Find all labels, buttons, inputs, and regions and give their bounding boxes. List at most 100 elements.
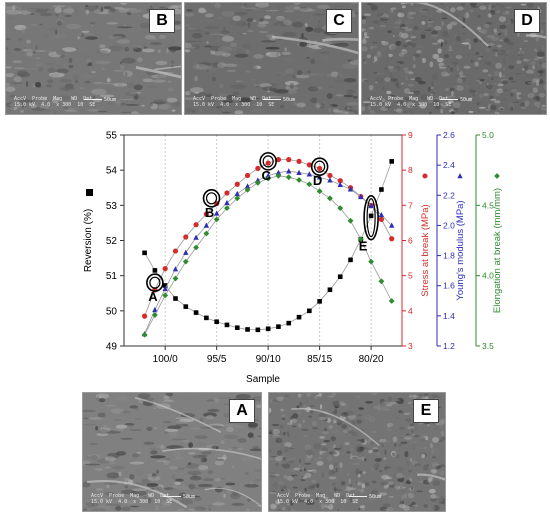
data-point-youngs <box>389 222 395 228</box>
axis-label-youngs: Young's modulus (MPa) <box>455 200 466 300</box>
axis-label-stress: Stress at break (MPa) <box>420 204 431 296</box>
sem-texture <box>83 393 261 511</box>
tick-label-youngs: 1.8 <box>443 251 455 261</box>
data-point-stress <box>234 181 240 187</box>
tick-label-stress: 3 <box>408 341 413 351</box>
tick-label-reversion: 55 <box>106 131 118 142</box>
data-point-reversion <box>224 322 230 328</box>
data-point-youngs <box>172 266 179 272</box>
tick-label-x: 90/10 <box>256 354 281 365</box>
tick-label-stress: 7 <box>408 200 413 210</box>
scalebar-label-b: 50um <box>104 97 117 103</box>
data-point-elongation <box>162 292 169 299</box>
data-point-elongation <box>296 177 302 183</box>
data-point-reversion <box>152 268 158 273</box>
data-point-youngs <box>213 210 220 216</box>
data-point-stress <box>389 236 395 242</box>
data-point-stress <box>203 211 209 217</box>
annotation-label-a: A <box>148 289 158 304</box>
annotation-ring-inner-e <box>366 198 376 238</box>
data-point-reversion <box>162 283 168 288</box>
tick-label-elongation: 4.5 <box>482 200 494 210</box>
data-point-reversion <box>286 320 292 326</box>
data-point-stress <box>255 165 261 172</box>
data-point-youngs <box>286 168 292 174</box>
data-point-elongation <box>213 216 220 223</box>
data-point-elongation <box>265 175 272 182</box>
tick-label-stress: 4 <box>408 306 413 316</box>
axis-label-reversion: Reversion (%) <box>83 209 94 272</box>
data-point-elongation <box>275 172 282 179</box>
panel-label-a: A <box>229 399 255 423</box>
data-point-elongation <box>234 195 241 202</box>
data-point-reversion <box>204 315 209 321</box>
sem-databar-e: AccV Probe Mag WD Det 15.0 kV 4.0 x 300 … <box>277 493 359 505</box>
tick-label-reversion: 53 <box>106 201 118 212</box>
data-point-reversion <box>183 304 189 309</box>
axis-marker-elongation <box>494 173 500 179</box>
data-point-elongation <box>182 258 189 265</box>
sem-panel-c: C AccV Probe Mag WD Det 15.0 kV 4.0 x 30… <box>184 2 359 115</box>
data-point-reversion <box>296 314 302 320</box>
tick-label-reversion: 52 <box>106 236 118 247</box>
data-point-stress <box>286 157 292 163</box>
data-point-elongation <box>306 181 313 188</box>
data-point-stress <box>172 248 179 254</box>
sem-panel-d: D AccV Probe Mag WD Det 15.0 kV 4.0 x 30… <box>361 2 547 115</box>
sem-panel-b: B AccV Probe Mag WD Det 15.0 kV 4.0 x 30… <box>5 2 182 115</box>
data-point-youngs <box>316 174 323 180</box>
data-point-youngs <box>183 249 189 255</box>
panel-label-e: E <box>413 399 439 423</box>
tick-label-youngs: 1.4 <box>443 311 455 321</box>
data-point-elongation <box>327 195 333 202</box>
data-point-youngs <box>368 202 374 209</box>
data-point-stress <box>275 157 282 163</box>
tick-label-reversion: 54 <box>106 166 118 177</box>
data-point-elongation <box>285 174 292 181</box>
data-point-youngs <box>224 199 230 206</box>
tick-label-reversion: 49 <box>106 342 118 353</box>
data-point-reversion <box>142 250 147 256</box>
data-point-youngs <box>358 193 364 200</box>
tick-label-elongation: 4.0 <box>482 271 494 281</box>
data-point-stress <box>183 234 189 240</box>
data-point-youngs <box>327 177 333 183</box>
data-point-elongation <box>151 312 158 318</box>
axis-marker-youngs <box>457 173 463 179</box>
data-point-elongation <box>193 244 199 251</box>
data-point-elongation <box>141 331 148 338</box>
data-point-youngs <box>255 177 261 183</box>
data-point-reversion <box>214 319 219 325</box>
tick-label-youngs: 2.6 <box>443 130 455 140</box>
data-point-youngs <box>203 222 210 228</box>
data-point-elongation <box>254 179 261 186</box>
data-point-youngs <box>296 169 302 175</box>
data-point-youngs <box>275 169 282 175</box>
tick-label-youngs: 2.2 <box>443 190 455 200</box>
data-point-youngs <box>347 186 354 192</box>
annotation-ring-inner-b <box>205 192 218 205</box>
axis-label-elongation: Elongation at break (mm/mm) <box>492 188 503 313</box>
data-point-elongation <box>316 188 323 195</box>
data-point-reversion <box>193 310 199 315</box>
panel-label-b: B <box>149 9 175 33</box>
tick-label-youngs: 2.0 <box>443 220 455 230</box>
tick-label-reversion: 51 <box>106 271 118 282</box>
data-point-reversion <box>337 274 343 280</box>
scalebar-c <box>263 99 281 100</box>
data-point-stress <box>193 222 199 228</box>
tick-label-elongation: 5.0 <box>482 130 494 140</box>
axis-label-x: Sample <box>246 374 280 385</box>
annotation-ring-inner-d <box>314 160 326 173</box>
scalebar-e <box>349 496 367 497</box>
data-point-elongation <box>224 205 230 212</box>
data-point-stress <box>265 160 271 166</box>
data-point-stress <box>317 165 323 172</box>
data-point-reversion <box>234 325 240 331</box>
data-point-stress <box>378 216 385 222</box>
annotation-ring-e <box>363 194 379 241</box>
data-point-stress <box>337 178 343 184</box>
annotation-label-c: C <box>261 168 271 183</box>
data-point-reversion <box>317 299 322 304</box>
